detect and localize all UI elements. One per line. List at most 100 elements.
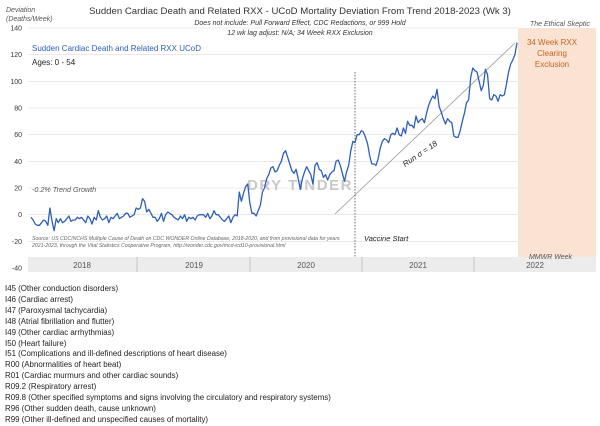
- data-point: [464, 113, 465, 114]
- data-point: [205, 217, 206, 218]
- icd-code-item: I48 (Atrial fibrillation and flutter): [5, 316, 115, 326]
- data-point: [329, 174, 330, 175]
- data-point: [94, 217, 95, 218]
- vaccine-start-label: Vaccine Start: [364, 234, 409, 243]
- data-point: [41, 222, 42, 223]
- data-point: [491, 99, 492, 100]
- data-point: [399, 134, 400, 135]
- data-point: [502, 95, 503, 96]
- data-point: [514, 54, 515, 55]
- data-point: [295, 169, 296, 170]
- data-point: [131, 215, 132, 216]
- run-sigma-label: Run σ = 18: [401, 139, 439, 169]
- data-point: [39, 225, 40, 226]
- data-point: [79, 218, 80, 219]
- year-label: 2021: [409, 261, 427, 270]
- data-point: [256, 215, 257, 216]
- data-point: [489, 98, 490, 99]
- data-point: [420, 119, 421, 120]
- data-point: [136, 207, 137, 208]
- data-point: [91, 223, 92, 224]
- y-axis-label-2: (Deaths/Week): [6, 16, 53, 23]
- data-point: [344, 181, 345, 182]
- data-point: [180, 215, 181, 216]
- data-point: [308, 170, 309, 171]
- data-point: [430, 99, 431, 100]
- data-point: [331, 171, 332, 172]
- data-point: [285, 150, 286, 151]
- data-point: [258, 210, 259, 211]
- data-point: [30, 217, 31, 218]
- data-point: [58, 222, 59, 223]
- data-point: [144, 201, 145, 202]
- data-point: [287, 157, 288, 158]
- data-point: [77, 217, 78, 218]
- data-point: [133, 214, 134, 215]
- icd-code-item: I50 (Heart failure): [5, 338, 67, 348]
- data-point: [283, 153, 284, 154]
- y-tick-label: 100: [10, 79, 22, 86]
- data-point: [138, 209, 139, 210]
- icd-code-item: R01 (Cardiac murmurs and other cardiac s…: [5, 371, 179, 381]
- data-point: [43, 219, 44, 220]
- y-tick-label: 80: [14, 106, 22, 113]
- data-point: [392, 133, 393, 134]
- data-point: [382, 141, 383, 142]
- data-point: [447, 118, 448, 119]
- data-point: [426, 113, 427, 114]
- icd-code-item: R09.8 (Other specified symptoms and sign…: [5, 393, 331, 403]
- data-point: [201, 214, 202, 215]
- data-point: [146, 211, 147, 212]
- data-point: [169, 213, 170, 214]
- data-point: [241, 201, 242, 202]
- data-point: [102, 219, 103, 220]
- data-point: [100, 217, 101, 218]
- data-point: [140, 207, 141, 208]
- data-point: [243, 193, 244, 194]
- exclusion-label-2: Clearing: [537, 49, 567, 58]
- data-point: [112, 218, 113, 219]
- data-point: [453, 135, 454, 136]
- y-tick-label: 120: [10, 52, 22, 59]
- data-point: [83, 219, 84, 220]
- data-point: [333, 170, 334, 171]
- data-point: [403, 127, 404, 128]
- data-point: [51, 221, 52, 222]
- data-point: [445, 123, 446, 124]
- data-point: [249, 202, 250, 203]
- y-axis-label-1: Deviation: [6, 7, 35, 14]
- data-point: [54, 230, 55, 231]
- data-point: [394, 134, 395, 135]
- y-tick-label: -40: [12, 266, 22, 273]
- x-axis-label: MMWR Week: [529, 254, 573, 261]
- data-point: [407, 121, 408, 122]
- data-point: [310, 174, 311, 175]
- data-point: [68, 215, 69, 216]
- data-point: [89, 218, 90, 219]
- data-point: [35, 223, 36, 224]
- data-point: [506, 83, 507, 84]
- data-point: [470, 77, 471, 78]
- data-point: [125, 213, 126, 214]
- data-point: [220, 217, 221, 218]
- data-point: [466, 102, 467, 103]
- data-point: [115, 215, 116, 216]
- data-point: [327, 179, 328, 180]
- data-point: [45, 221, 46, 222]
- y-tick-label: 140: [10, 26, 22, 33]
- data-point: [300, 189, 301, 190]
- chart-subtitle-1: Does not include: Pull Forward Effect, C…: [194, 20, 406, 27]
- data-point: [37, 225, 38, 226]
- data-point: [222, 219, 223, 220]
- brand-logo: The Ethical Skeptic: [530, 21, 590, 28]
- exclusion-band: [518, 28, 596, 257]
- data-point: [142, 198, 143, 199]
- data-point: [195, 219, 196, 220]
- data-point: [441, 111, 442, 112]
- data-point: [369, 155, 370, 156]
- data-point: [211, 215, 212, 216]
- data-point: [110, 217, 111, 218]
- data-point: [289, 163, 290, 164]
- data-point: [371, 163, 372, 164]
- data-point: [298, 178, 299, 179]
